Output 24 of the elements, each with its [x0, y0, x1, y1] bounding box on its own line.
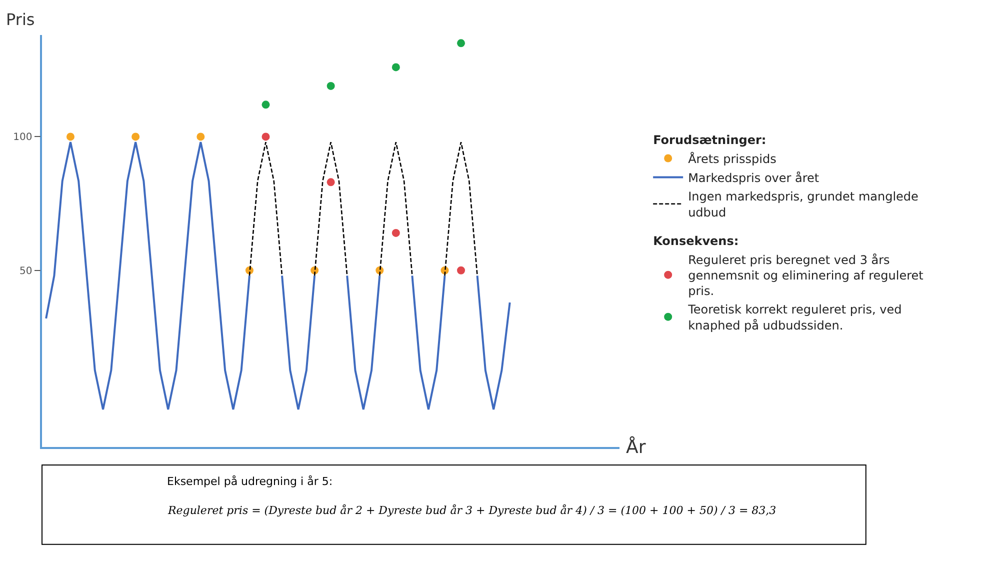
legend-label: Markedspris over året — [688, 170, 820, 185]
legend-label: Årets prisspids — [688, 150, 776, 166]
point — [457, 266, 466, 274]
text: Reguleret pris = (Dyreste bud år 2 + Dyreste bud år 3 + Dyreste bud år 4) / 3 = (100 + 100 + 50) / 3 = 83,3 — [167, 504, 776, 517]
x-axis-title: År — [626, 436, 646, 458]
legend-label: Ingen markedspris, grundet manglede udbud — [688, 190, 918, 220]
legend-title: Forudsætninger: — [653, 132, 766, 147]
point — [392, 228, 400, 237]
point — [326, 82, 335, 90]
text: Konsekvens: — [653, 234, 739, 248]
point — [326, 178, 335, 186]
y-tick-label: 100 — [13, 132, 32, 144]
point — [132, 132, 140, 141]
y-axis-title: Pris — [6, 10, 35, 29]
point — [392, 63, 400, 72]
legend-label: Teoretisk korrekt reguleret pris, ved knaphed på udbudssiden. — [687, 302, 902, 332]
point — [262, 132, 270, 141]
text: Eksempel på udregning i år 5: — [167, 475, 333, 488]
point — [457, 39, 466, 48]
point — [262, 100, 270, 109]
y-tick-label: 50 — [20, 266, 32, 277]
legend-label: Reguleret pris beregnet ved 3 års gennemsnit og eliminering af reguleret pris. — [688, 252, 924, 298]
point — [66, 132, 74, 141]
point — [196, 132, 205, 141]
